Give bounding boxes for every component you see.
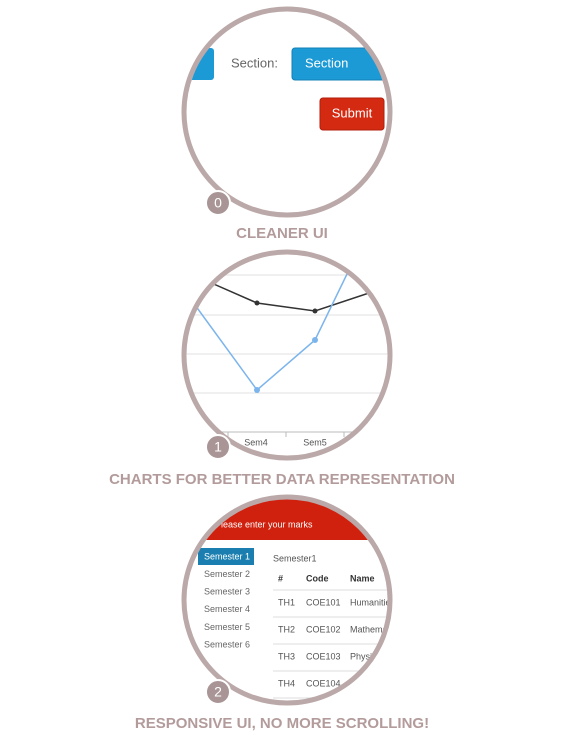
badge xyxy=(205,434,231,460)
cell: TH3 xyxy=(278,651,295,661)
menu: Semester 1 Semester 2 Semester 3 Semester 4… xyxy=(204,551,250,649)
column-header: # xyxy=(278,573,283,583)
menu-item: Semester 3 xyxy=(204,587,250,597)
feature-title: RESPONSIVE UI, NO MORE SCROLLING! xyxy=(135,715,429,732)
point xyxy=(254,300,260,306)
table: # Code Name TH1 COE101 Humanities TH2 COE102 Mat… xyxy=(273,573,402,699)
menu-item: Semester 6 xyxy=(204,639,250,649)
cell: TH2 xyxy=(278,624,295,634)
cell: COE102 xyxy=(306,624,341,634)
field-label: Section: xyxy=(231,55,278,70)
cell: COE103 xyxy=(306,651,341,661)
menu-item: Semester 2 xyxy=(204,569,250,579)
x-tick-label: Sem5 xyxy=(303,437,327,447)
header-text: Please enter your marks xyxy=(215,519,313,529)
feature-title: CLEANER UI xyxy=(236,225,328,242)
cell: COE101 xyxy=(306,597,341,607)
menu-item: Semester 1 xyxy=(204,551,250,561)
panel-title: Semester1 xyxy=(273,553,317,563)
point xyxy=(254,387,260,393)
badge-text: 2 xyxy=(214,684,222,700)
point xyxy=(312,308,318,314)
screen-1: Sem4 Sem5 xyxy=(185,253,389,457)
point xyxy=(312,337,318,343)
menu-item: Semester 5 xyxy=(204,622,250,632)
cell: COE104 xyxy=(306,678,341,688)
select-text: Section xyxy=(305,55,348,70)
feature-title: CHARTS FOR BETTER DATA REPRESENTATION xyxy=(109,471,455,488)
cell: Humanities xyxy=(350,597,396,607)
x-tick-label: Sem4 xyxy=(244,437,268,447)
menu-selected[interactable] xyxy=(198,548,254,565)
line xyxy=(199,277,379,312)
cell: TH4 xyxy=(278,678,295,688)
cell: TH1 xyxy=(278,597,295,607)
badge-text: 0 xyxy=(214,195,222,211)
submit-text: Submit xyxy=(332,105,373,120)
ring xyxy=(181,249,393,461)
ring xyxy=(181,6,393,218)
line xyxy=(194,271,349,392)
submit-button[interactable] xyxy=(319,97,385,131)
badge-text: 1 xyxy=(214,439,222,455)
ring xyxy=(181,494,393,706)
column-header: Name xyxy=(350,573,375,583)
button[interactable] xyxy=(160,48,214,80)
screen-2: Please enter your marks Semester 1Semest… xyxy=(185,498,402,702)
menu-item: Semester 4 xyxy=(204,604,250,614)
badge xyxy=(205,190,231,216)
badge xyxy=(205,679,231,705)
screen-0: Section: Section Submit xyxy=(160,10,389,214)
cell: Physics xyxy=(350,651,382,661)
column-header: Code xyxy=(306,573,329,583)
cell: Mathematics xyxy=(350,624,402,634)
